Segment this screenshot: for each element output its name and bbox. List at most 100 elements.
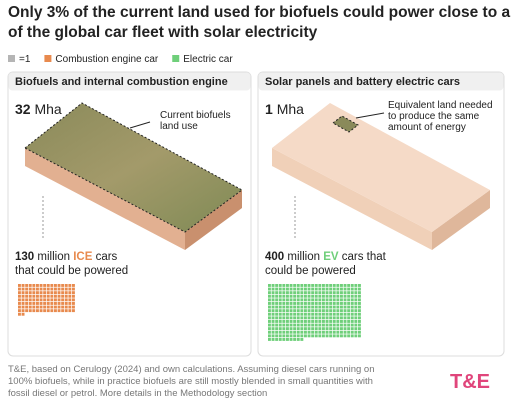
waffle-cell [332, 287, 336, 291]
waffle-cell [271, 334, 275, 338]
waffle-cell [50, 284, 54, 287]
waffle-cell [293, 323, 297, 327]
waffle-cell [314, 298, 318, 302]
waffle-cell [343, 287, 347, 291]
waffle-cell [340, 305, 343, 309]
waffle-cell [307, 294, 311, 298]
waffle-cell [300, 298, 304, 302]
legend: =1 Combustion engine car Electric car [8, 54, 233, 65]
waffle-cell [300, 327, 304, 331]
waffle-cell [311, 330, 315, 334]
waffle-cell [43, 284, 47, 287]
waffle-cell [64, 305, 68, 309]
waffle-cell [271, 327, 275, 331]
waffle-cell [68, 294, 72, 298]
waffle-cell [61, 284, 65, 287]
waffle-cell [21, 291, 25, 295]
waffle-cell [64, 284, 68, 287]
waffle-cell [286, 291, 289, 295]
waffle-cell [271, 323, 275, 327]
waffle-cell [21, 294, 25, 298]
waffle-cell [300, 287, 304, 291]
waffle-cell [336, 291, 340, 295]
waffle-cell [275, 316, 279, 320]
waffle-cell [300, 294, 304, 298]
waffle-cell [322, 309, 325, 313]
waffle-cell [340, 291, 343, 295]
waffle-cell [275, 287, 279, 291]
waffle-cell [358, 291, 361, 295]
waffle-cell [354, 284, 358, 287]
waffle-cell [343, 291, 347, 295]
waffle-cell [318, 302, 322, 305]
waffle-cell [340, 320, 343, 323]
waffle-cell [25, 302, 29, 305]
waffle-cell [304, 298, 307, 302]
waffle-cell [318, 334, 322, 338]
waffle-cell [54, 305, 57, 309]
waffle-cell [275, 312, 279, 316]
waffle-cell [275, 305, 279, 309]
waffle-cell [46, 309, 50, 313]
waffle-cell [318, 298, 322, 302]
waffle-cell [314, 287, 318, 291]
waffle-cell [268, 305, 271, 309]
waffle-cell [318, 305, 322, 309]
waffle-cell [275, 320, 279, 323]
waffle-cell [304, 323, 307, 327]
waffle-cell [72, 305, 75, 309]
waffle-cell [72, 294, 75, 298]
waffle-cell [347, 330, 351, 334]
waffle-cell [293, 294, 297, 298]
waffle-cell [275, 338, 279, 341]
waffle-cell [293, 338, 297, 341]
area-unit: Mha [277, 101, 304, 117]
waffle-cell [347, 294, 351, 298]
waffle-cell [50, 294, 54, 298]
waffle-cell [332, 309, 336, 313]
waffle-cell [36, 294, 39, 298]
waffle-cell [268, 316, 271, 320]
waffle-cell [340, 298, 343, 302]
waffle-cell [332, 330, 336, 334]
waffle-cell [271, 302, 275, 305]
waffle-cell [21, 302, 25, 305]
waffle-cell [275, 330, 279, 334]
leader [355, 112, 385, 119]
waffle-cell [304, 309, 307, 313]
waffle-cell [275, 298, 279, 302]
waffle-cell [296, 312, 300, 316]
waffle-cell [300, 302, 304, 305]
waffle-cell [282, 312, 286, 316]
waffle-cell [358, 302, 361, 305]
waffle-cell [343, 309, 347, 313]
waffle-cell [282, 284, 286, 287]
waffle-cell [278, 316, 282, 320]
waffle-cell [54, 302, 57, 305]
waffle-cell [25, 287, 29, 291]
legend-label: Combustion engine car [55, 54, 159, 65]
waffle-cell [354, 298, 358, 302]
waffle-cell [278, 309, 282, 313]
panel-heading: Solar panels and battery electric cars [265, 76, 460, 88]
waffle-cell [271, 284, 275, 287]
waffle-cell [325, 320, 329, 323]
waffle-cell [289, 284, 293, 287]
waffle-cell [28, 298, 32, 302]
waffle-cell [282, 330, 286, 334]
waffle-cell [332, 291, 336, 295]
waffle-cell [57, 294, 61, 298]
waffle-cell [340, 334, 343, 338]
waffle-cell [300, 338, 304, 341]
waffle-cell [289, 287, 293, 291]
waffle-cell [307, 302, 311, 305]
waffle-cell [25, 305, 29, 309]
count-unit: million [37, 251, 70, 263]
waffle-cell [354, 312, 358, 316]
waffle-cell [322, 284, 325, 287]
waffle-cell [354, 305, 358, 309]
waffle-cell [293, 316, 297, 320]
waffle-cell [282, 309, 286, 313]
waffle-cell [278, 338, 282, 341]
waffle-cell [329, 320, 333, 323]
